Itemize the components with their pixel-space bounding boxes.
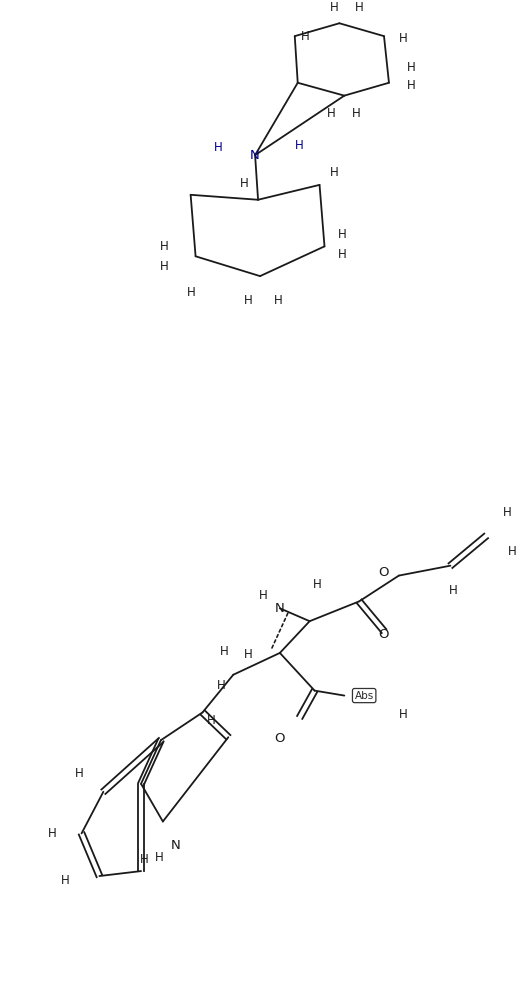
Text: H: H [273, 294, 282, 307]
Text: Abs: Abs [355, 690, 374, 700]
Text: N: N [171, 839, 181, 852]
Text: H: H [329, 166, 338, 179]
Text: H: H [301, 30, 310, 43]
Text: H: H [187, 286, 195, 299]
Text: H: H [295, 139, 304, 152]
Text: H: H [399, 708, 408, 721]
Text: H: H [407, 79, 416, 92]
Text: H: H [239, 177, 248, 190]
Text: H: H [508, 545, 517, 558]
Text: H: H [155, 851, 163, 864]
Text: H: H [399, 32, 408, 45]
Text: H: H [160, 260, 169, 273]
Text: H: H [313, 578, 322, 591]
Text: H: H [449, 583, 458, 596]
Text: N: N [275, 601, 285, 614]
Text: H: H [244, 294, 253, 307]
Text: O: O [379, 628, 389, 641]
Text: H: H [217, 679, 225, 692]
Text: H: H [337, 228, 346, 241]
Text: H: H [48, 827, 57, 840]
Text: H: H [61, 874, 70, 887]
Text: H: H [75, 767, 83, 780]
Text: O: O [275, 732, 285, 745]
Text: O: O [379, 566, 389, 579]
Text: H: H [352, 107, 361, 120]
Text: H: H [219, 645, 228, 658]
Text: H: H [503, 506, 512, 519]
Text: H: H [355, 1, 364, 14]
Text: H: H [259, 589, 268, 602]
Text: H: H [330, 1, 339, 14]
Text: H: H [207, 714, 216, 727]
Text: H: H [337, 248, 346, 261]
Text: N: N [250, 149, 260, 162]
Text: H: H [160, 240, 169, 253]
Text: H: H [213, 141, 222, 154]
Text: H: H [140, 853, 149, 866]
Text: H: H [407, 61, 416, 74]
Text: H: H [244, 648, 253, 661]
Text: H: H [327, 107, 336, 120]
